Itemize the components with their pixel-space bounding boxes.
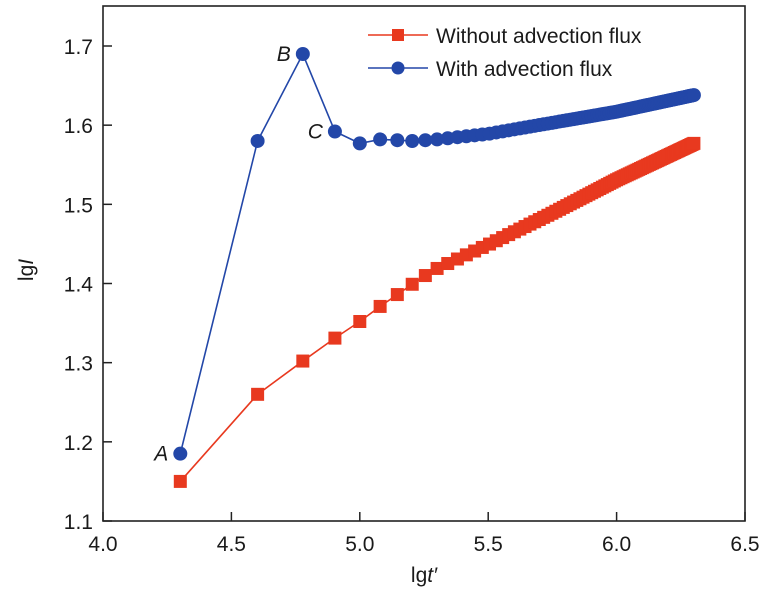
series-without-advection bbox=[173, 136, 701, 488]
legend: Without advection flux With advection fl… bbox=[368, 25, 642, 81]
data-point-circle bbox=[250, 133, 265, 148]
data-point-circle bbox=[418, 133, 433, 148]
legend-circle-marker bbox=[391, 61, 405, 75]
legend-item-with-advection: With advection flux bbox=[368, 58, 613, 81]
y-tick-label: 1.7 bbox=[64, 36, 93, 59]
x-axis-label: lgt′ bbox=[411, 564, 438, 587]
data-point-circle bbox=[405, 133, 420, 148]
x-tick-label: 4.5 bbox=[217, 533, 246, 556]
data-point-square bbox=[430, 261, 444, 275]
data-point-square bbox=[328, 331, 342, 345]
data-point-circle bbox=[352, 136, 367, 151]
data-point-square bbox=[296, 354, 310, 368]
x-tick-label: 6.5 bbox=[730, 533, 759, 556]
y-tick-label: 1.5 bbox=[64, 194, 93, 217]
data-point-square bbox=[687, 136, 701, 150]
y-tick-label: 1.1 bbox=[64, 511, 93, 534]
data-point-circle bbox=[686, 88, 701, 103]
data-point-circle bbox=[173, 446, 188, 461]
legend-item-without-advection: Without advection flux bbox=[368, 25, 642, 48]
annotations: A B C bbox=[152, 43, 323, 466]
data-point-square bbox=[373, 299, 387, 313]
data-point-circle bbox=[373, 132, 388, 147]
point-label-a: A bbox=[152, 443, 168, 466]
legend-square-marker bbox=[392, 29, 404, 41]
x-tick-label: 5.0 bbox=[345, 533, 374, 556]
y-axis-label: lgI bbox=[15, 259, 38, 281]
data-point-square bbox=[418, 269, 432, 283]
x-tick-label: 5.5 bbox=[474, 533, 503, 556]
y-tick-label: 1.2 bbox=[64, 432, 93, 455]
series-line bbox=[179, 142, 695, 482]
x-axis-label-italic: t′ bbox=[427, 564, 438, 587]
data-point-circle bbox=[295, 47, 310, 62]
data-point-square bbox=[353, 315, 367, 328]
data-point-square bbox=[251, 387, 265, 401]
data-point-circle bbox=[390, 133, 405, 148]
series-layer bbox=[173, 47, 701, 488]
x-tick-label: 6.0 bbox=[602, 533, 631, 556]
data-point-square bbox=[405, 277, 419, 291]
legend-label-with: With advection flux bbox=[436, 58, 613, 81]
y-axis-label-italic: I bbox=[15, 259, 38, 265]
legend-label-without: Without advection flux bbox=[436, 25, 642, 48]
data-point-circle bbox=[430, 132, 445, 147]
data-point-circle bbox=[327, 124, 342, 139]
point-label-b: B bbox=[277, 43, 291, 66]
y-axis: 1.1 1.2 1.3 1.4 1.5 1.6 1.7 bbox=[64, 36, 112, 534]
x-axis: 4.0 4.5 5.0 5.5 6.0 6.5 bbox=[88, 512, 760, 556]
y-tick-label: 1.3 bbox=[64, 353, 93, 376]
point-label-c: C bbox=[308, 121, 324, 144]
y-axis-label-plain: lg bbox=[15, 265, 38, 281]
plot-frame bbox=[102, 5, 746, 522]
data-point-square bbox=[390, 288, 404, 302]
data-point-square bbox=[173, 474, 187, 488]
series-with-advection bbox=[173, 47, 701, 461]
x-axis-label-plain: lg bbox=[411, 564, 427, 587]
x-tick-label: 4.0 bbox=[88, 533, 117, 556]
y-tick-label: 1.6 bbox=[64, 115, 93, 138]
y-tick-label: 1.4 bbox=[64, 274, 94, 297]
